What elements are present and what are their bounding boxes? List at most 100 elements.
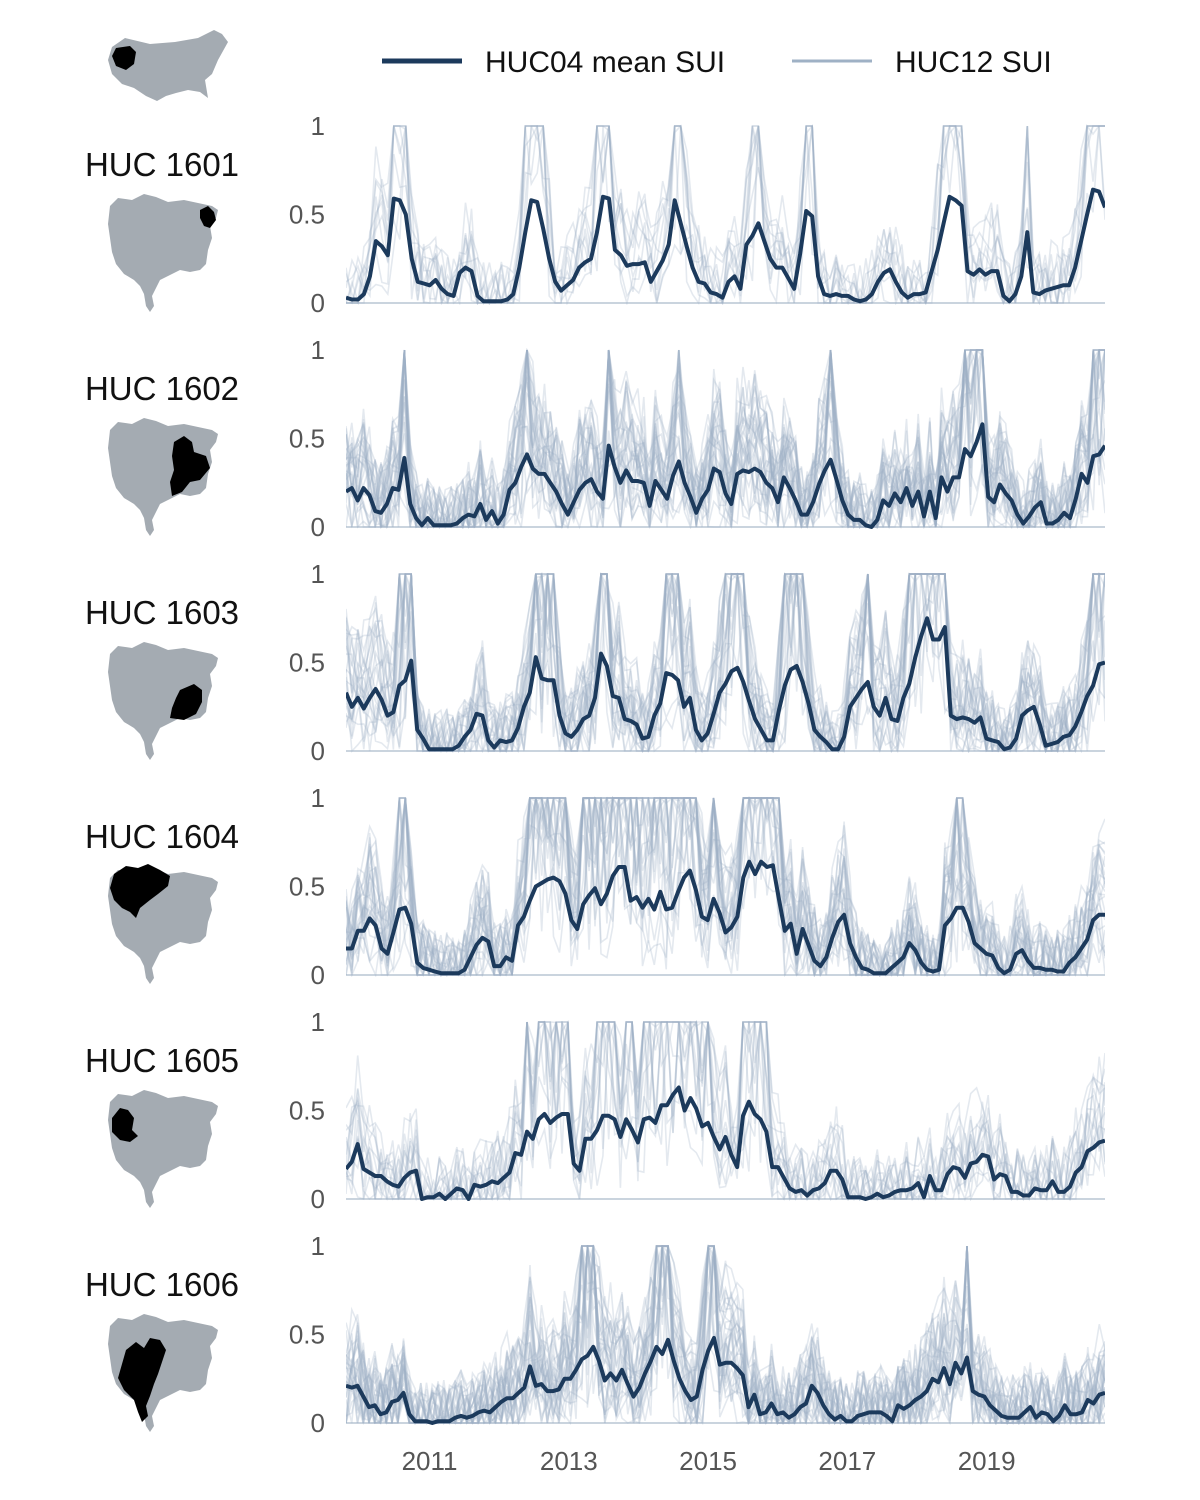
huc12-series-line: [346, 1245, 1105, 1425]
huc12-series-line: [346, 573, 1105, 753]
y-tick-label: 0.5: [289, 648, 325, 678]
huc12-series-line: [346, 1245, 1105, 1425]
huc12-series-line: [346, 1021, 1105, 1201]
region-map-icon: [108, 642, 218, 760]
huc12-series-line: [346, 349, 1105, 529]
huc12-series-line: [346, 1020, 1105, 1200]
legend-mean-label: HUC04 mean SUI: [485, 46, 725, 79]
huc12-series-line: [346, 349, 1105, 529]
huc12-series-line: [346, 573, 1105, 753]
huc12-series-line: [346, 1245, 1105, 1425]
huc12-series-line: [346, 125, 1105, 305]
huc12-series-line: [346, 1245, 1105, 1425]
huc12-series-line: [346, 573, 1105, 753]
y-tick-label: 1: [311, 335, 325, 365]
huc12-series-line: [346, 1244, 1105, 1425]
huc12-series-line: [346, 1245, 1105, 1425]
region-outline: [108, 642, 218, 760]
huc12-traces: [346, 796, 1105, 977]
huc12-series-line: [346, 1244, 1105, 1425]
huc12-series-line: [346, 1021, 1105, 1201]
huc12-series-line: [346, 573, 1105, 753]
x-tick-label: 2013: [540, 1446, 598, 1476]
huc12-series-line: [346, 125, 1105, 305]
huc12-series-line: [346, 573, 1105, 753]
panel-3: HUC 1603 0 0.5 1: [85, 559, 1105, 766]
huc12-series-line: [346, 572, 1105, 752]
huc12-series-line: [346, 797, 1105, 977]
huc12-series-line: [346, 349, 1105, 529]
y-tick-label: 0.5: [289, 1096, 325, 1126]
huc12-traces: [346, 348, 1105, 529]
region-map-icon: [108, 1090, 218, 1208]
huc12-series-line: [346, 797, 1105, 977]
subregion-highlight: [110, 864, 170, 918]
panel-title: HUC 1605: [85, 1042, 239, 1079]
huc12-series-line: [346, 124, 1105, 305]
huc12-series-line: [346, 1244, 1105, 1425]
huc12-series-line: [346, 1245, 1105, 1425]
huc12-series-line: [346, 797, 1105, 977]
huc12-series-line: [346, 349, 1105, 529]
huc12-series-line: [346, 125, 1105, 305]
huc12-series-line: [346, 349, 1105, 529]
y-tick-label: 0: [311, 512, 325, 542]
region-outline: [108, 194, 218, 312]
y-tick-label: 1: [311, 1007, 325, 1037]
huc12-series-line: [346, 1020, 1105, 1201]
huc12-series-line: [346, 1245, 1105, 1425]
huc12-series-line: [346, 1021, 1105, 1201]
huc12-series-line: [346, 1021, 1105, 1201]
region-map-icon: [108, 1314, 218, 1432]
huc12-series-line: [346, 797, 1105, 977]
huc12-series-line: [346, 797, 1105, 977]
y-tick-label: 0: [311, 288, 325, 318]
huc04-mean-line: [346, 616, 1105, 752]
huc12-series-line: [346, 125, 1105, 305]
huc12-series-line: [346, 124, 1105, 305]
y-tick-label: 0.5: [289, 1320, 325, 1350]
panel-title: HUC 1604: [85, 818, 239, 855]
huc12-series-line: [346, 1245, 1105, 1425]
huc12-series-line: [346, 797, 1105, 977]
huc12-series-line: [346, 349, 1105, 529]
huc12-series-line: [346, 1245, 1105, 1425]
subregion-highlight: [112, 1108, 138, 1142]
us-map-icon: [108, 30, 228, 101]
huc12-series-line: [346, 1245, 1105, 1425]
huc12-series-line: [346, 573, 1105, 753]
legend: HUC04 mean SUI HUC12 SUI: [382, 46, 1052, 79]
huc12-series-line: [346, 349, 1105, 529]
huc12-series-line: [346, 797, 1105, 977]
region-map-icon: [108, 194, 218, 312]
y-tick-label: 1: [311, 559, 325, 589]
huc04-mean-line: [346, 859, 1105, 976]
huc12-series-line: [346, 348, 1105, 529]
region-map-icon: [108, 418, 218, 536]
panel-title: HUC 1602: [85, 370, 239, 407]
huc12-series-line: [346, 349, 1105, 529]
huc12-series-line: [346, 125, 1105, 305]
y-tick-label: 1: [311, 111, 325, 141]
huc12-series-line: [346, 348, 1105, 529]
huc12-series-line: [346, 797, 1105, 977]
panel-6: HUC 1606 0 0.5 1: [85, 1231, 1105, 1438]
us-outline: [108, 30, 228, 101]
huc12-series-line: [346, 349, 1105, 529]
huc12-series-line: [346, 573, 1105, 753]
subregion-highlight: [200, 206, 216, 228]
huc12-series-line: [346, 573, 1105, 752]
huc12-series-line: [346, 1245, 1105, 1425]
y-tick-label: 1: [311, 783, 325, 813]
huc12-series-line: [346, 349, 1105, 529]
huc12-series-line: [346, 349, 1105, 529]
huc12-series-line: [346, 1245, 1105, 1425]
huc12-traces: [346, 1244, 1105, 1425]
huc12-series-line: [346, 796, 1105, 977]
us-region-highlight: [112, 46, 136, 70]
subregion-highlight: [170, 436, 210, 496]
x-tick-label: 2019: [958, 1446, 1016, 1476]
huc12-series-line: [346, 1245, 1105, 1425]
y-tick-label: 1: [311, 1231, 325, 1261]
